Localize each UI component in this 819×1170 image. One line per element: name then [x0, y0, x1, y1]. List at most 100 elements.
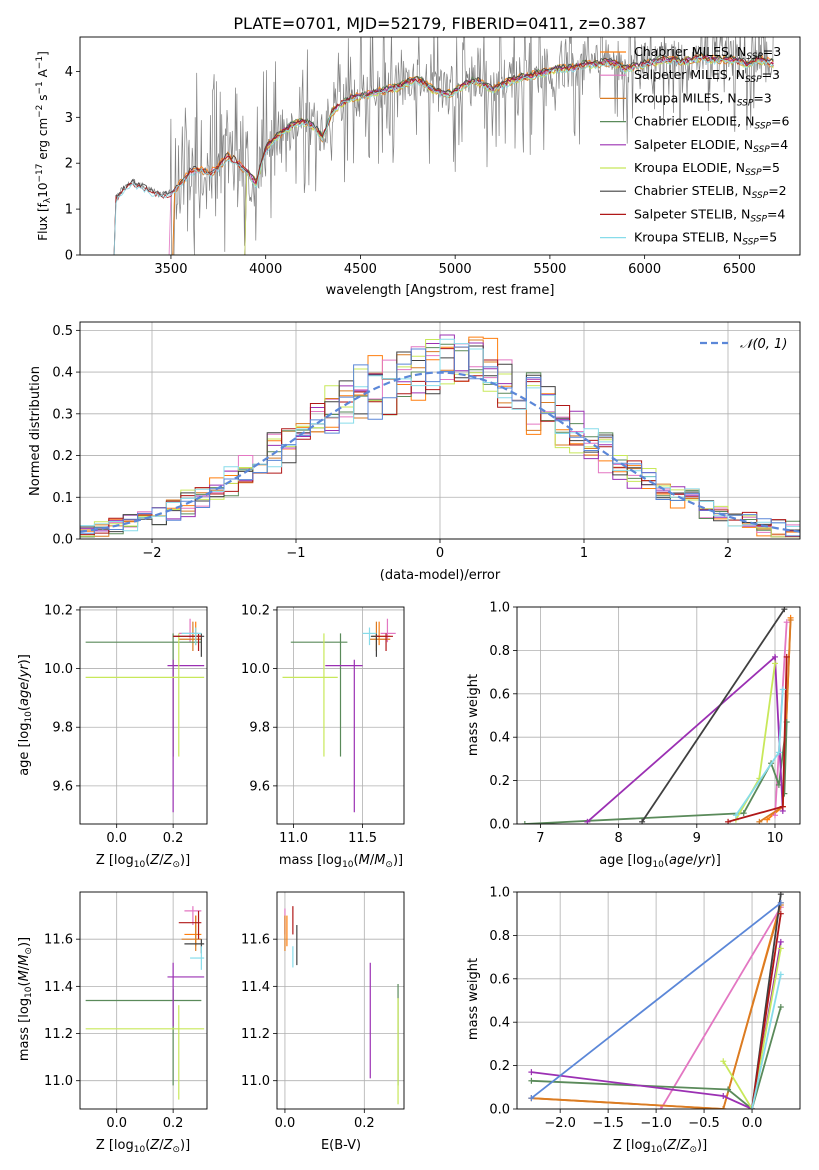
residuals-ytick-label: 0.5 [52, 324, 73, 339]
massweight-marker [779, 803, 786, 810]
massweight_vs_age-xtick-label: 9 [693, 831, 701, 846]
residuals-xtick-label: 1 [580, 546, 588, 561]
massweight-marker [657, 1106, 664, 1109]
age-vs-metallicity-panel: 0.0 0.2 9.6 9.8 10.0 10.2 Z [log10(Z/Z⊙)] age… [17, 603, 208, 870]
errorbar-point [167, 962, 205, 1027]
massweight_vs_Z-xtick-label: −0.5 [688, 1116, 720, 1131]
errorbar-point [85, 633, 202, 757]
residuals-ytick-label: 0.0 [52, 533, 73, 548]
mass_vs_Z-ytick-label: 11.6 [44, 933, 73, 948]
mass-vs-metallicity-plot-area: 0.0 0.2 11.0 11.2 11.4 11.6 [44, 891, 208, 1131]
massweight-vs-age-xlabel: age [log10(age/yr)] [599, 853, 721, 870]
mass_vs_ebv-ytick-label: 11.6 [241, 933, 270, 948]
spectrum-ytick-label: 2 [65, 157, 73, 172]
model-spectrum-line [114, 55, 774, 255]
massweight_vs_Z-frame [516, 891, 801, 1110]
residual-xlabel: (data-model)/error [380, 568, 501, 583]
residuals-axes: −2 −1 0 1 2 0.0 0.1 0.2 0.3 0.4 0.5 𝒩(0, 1) [52, 321, 801, 561]
age_vs_mass-ytick-label: 10.0 [241, 662, 270, 677]
massweight-vs-metallicity-xlabel: Z [log10(Z/Z⊙)] [613, 1138, 707, 1155]
massweight-marker [777, 899, 784, 906]
age_vs_Z-ytick-label: 9.8 [52, 721, 73, 736]
errorbar-point [290, 633, 348, 757]
massweight_vs_Z-xtick-label: 0.0 [742, 1116, 763, 1131]
legend-label: Salpeter MILES, NSSP=3 [634, 67, 780, 85]
massweight-vs-age-panel: 7 8 9 10 0.0 0.2 0.4 0.6 0.8 1.0 age [log10(age/y… [466, 601, 801, 870]
mass_vs_ebv-frame [276, 891, 405, 1110]
spectrum-xtick-label: 6500 [723, 262, 756, 277]
model-spectrum-line [113, 54, 774, 255]
age-vs-mass-panel: 11.0 11.5 9.6 9.8 10.0 10.2 mass [log10(M/M⊙)… [241, 603, 405, 870]
errorbar-point [380, 618, 396, 643]
mass_vs_ebv-marks [284, 906, 399, 1105]
massweight_vs_age-ytick-label: 0.0 [489, 818, 510, 833]
model-spectrum-line [114, 56, 774, 255]
normal-reference-curve [80, 371, 800, 533]
legend-label: Kroupa MILES, NSSP=3 [634, 90, 772, 108]
spectrum-xtick-label: 5000 [439, 262, 472, 277]
massweight-marker [725, 1086, 732, 1093]
spectrum-panel: 3500 4000 4500 5000 5500 6000 6500 0 1 2 3 4 Chabrie… [35, 36, 801, 298]
mass_vs_Z-ytick-label: 11.4 [44, 980, 73, 995]
massweight_vs_age-ytick-label: 0.6 [489, 687, 510, 702]
mass_vs_Z-marks [85, 906, 205, 1100]
age_vs_mass-ytick-label: 10.2 [241, 603, 270, 618]
figure-title: PLATE=0701, MJD=52179, FIBERID=0411, z=0… [233, 14, 646, 33]
massweight-marker [740, 810, 747, 817]
residual-plot-area: −2 −1 0 1 2 0.0 0.1 0.2 0.3 0.4 0.5 𝒩(0, 1) [52, 321, 801, 561]
spectrum-ytick-label: 4 [65, 65, 73, 80]
legend-label: Salpeter ELODIE, NSSP=4 [634, 137, 788, 155]
mass_vs_ebv-axes: 0.0 0.2 11.0 11.2 11.4 11.6 [241, 891, 405, 1131]
age_vs_mass-marks [282, 618, 396, 813]
massweight-series-line [531, 904, 782, 1109]
massweight_vs_age-ytick-label: 1.0 [489, 601, 510, 616]
massweight_vs_age-xtick-label: 7 [536, 831, 544, 846]
errorbar-point [362, 627, 377, 646]
massweight_vs_Z-marks [528, 892, 784, 1109]
massweight-ylabel-top: mass weight [466, 674, 481, 756]
age_vs_Z-ytick-label: 10.2 [44, 603, 73, 618]
massweight_vs_Z-xtick-label: −1.0 [640, 1116, 672, 1131]
spectrum-axes: 3500 4000 4500 5000 5500 6000 6500 0 1 2 3 4 Chabrie… [65, 36, 801, 277]
massweight-ylabel-bottom: mass weight [466, 958, 481, 1040]
spectrum-xtick-label: 5500 [533, 262, 566, 277]
model-spectrum-line [114, 56, 774, 255]
massweight-series-line [524, 721, 788, 824]
age_vs_Z-xtick-label: 0.2 [163, 831, 184, 846]
residuals-xtick-label: −1 [286, 546, 305, 561]
mass-vs-metallicity-xlabel: Z [log10(Z/Z⊙)] [96, 1138, 190, 1155]
legend-label: Kroupa STELIB, NSSP=5 [634, 230, 777, 248]
mass_vs_Z-xtick-label: 0.2 [163, 1116, 184, 1131]
age_vs_Z-xtick-label: 0.0 [106, 831, 127, 846]
massweight-vs-age-plot-area: 7 8 9 10 0.0 0.2 0.4 0.6 0.8 1.0 [489, 601, 801, 846]
model-spectrum-line [113, 56, 774, 255]
observed-spectrum-line [113, 37, 774, 255]
massweight-marker [720, 1058, 727, 1065]
massweight-vs-metallicity-panel: −2.0 −1.5 −1.0 −0.5 0.0 0.0 0.2 0.4 0.6 0.8 1.0 Z … [466, 886, 801, 1155]
massweight-marker [528, 1077, 535, 1084]
mass_vs_ebv-xtick-label: 0.2 [354, 1116, 375, 1131]
age_vs_Z-marks [85, 618, 205, 813]
mass_vs_Z-axes: 0.0 0.2 11.0 11.2 11.4 11.6 [44, 891, 208, 1131]
mass_vs_Z-ytick-label: 11.0 [44, 1074, 73, 1089]
age-vs-metallicity-plot-area: 0.0 0.2 9.6 9.8 10.0 10.2 [44, 603, 208, 846]
age_vs_Z-axes: 0.0 0.2 9.6 9.8 10.0 10.2 [44, 603, 208, 846]
residuals-xtick-label: −2 [142, 546, 161, 561]
age_vs_Z-ytick-label: 9.6 [52, 779, 73, 794]
mass_vs_Z-ytick-label: 11.2 [44, 1027, 73, 1042]
massweight-series-line [530, 902, 782, 1099]
spectrum-xtick-label: 6000 [628, 262, 661, 277]
legend-label: Chabrier MILES, NSSP=3 [634, 44, 781, 62]
mass-ylabel: mass [log10(M/M⊙)] [17, 937, 34, 1061]
errorbar-point [178, 910, 202, 940]
spectrum-legend: Chabrier MILES, NSSP=3 Salpeter MILES, NS… [600, 44, 789, 248]
massweight-marker [777, 910, 784, 917]
massweight_vs_age-axes: 7 8 9 10 0.0 0.2 0.4 0.6 0.8 1.0 [489, 601, 801, 846]
legend-label: Chabrier ELODIE, NSSP=6 [634, 114, 789, 132]
errorbar-point [190, 946, 205, 970]
massweight_vs_age-xtick-label: 8 [614, 831, 622, 846]
model-spectrum-line [114, 55, 774, 255]
errorbar-point [181, 627, 202, 646]
massweight_vs_age-frame [516, 606, 801, 825]
